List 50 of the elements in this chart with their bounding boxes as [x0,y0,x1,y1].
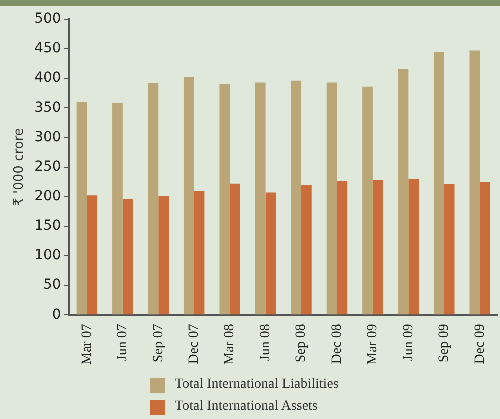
bar [148,83,159,315]
bar [230,184,240,315]
bar [398,69,409,315]
bar [220,84,230,315]
x-tick-label: Jun 08 [258,324,274,362]
bar [444,184,455,315]
bar [184,77,194,315]
bar [291,80,302,315]
legend-label: Total International Liabilities [175,377,339,393]
x-tick-label: Dec 08 [330,324,345,364]
bar [480,182,490,315]
bar [87,196,98,315]
x-tick-label: Jun 07 [116,324,131,362]
y-tick-label: 300 [34,129,62,146]
x-tick-label: Mar 07 [80,324,95,366]
bar [112,103,123,315]
y-tick-label: 50 [43,277,62,294]
bar [408,179,420,315]
y-tick-label: 150 [34,218,62,234]
bar [326,82,338,315]
x-tick-label: Dec 07 [187,324,202,364]
y-tick-label: 450 [34,40,62,57]
y-tick-label: 200 [34,188,62,205]
y-tick-label: 250 [34,158,62,175]
legend-label: Total International Assets [175,399,318,415]
y-tick-label: 500 [34,11,62,28]
bar [470,50,480,315]
x-tick-label: Sep 09 [437,324,452,363]
bar [158,196,169,315]
y-axis-title: ₹ '000 crore [12,128,28,206]
y-tick-label: 100 [34,248,62,264]
y-tick-label: 400 [34,70,62,86]
bar [337,181,348,315]
x-tick-label: Mar 09 [366,324,381,366]
y-tick-label: 350 [34,100,62,116]
bar [76,102,88,315]
x-tick-label: Mar 08 [222,324,238,366]
x-tick-label: Sep 08 [294,324,310,363]
x-tick-label: Sep 07 [151,324,166,363]
bar [372,180,384,315]
bar [122,199,134,315]
x-tick-label: Jun 09 [401,324,416,362]
bar [255,82,266,315]
bar [434,52,444,315]
bar [266,192,276,315]
bar [302,185,312,315]
y-tick-label: 0 [52,306,62,323]
bar [194,192,205,315]
x-tick-label: Dec 09 [472,324,488,364]
bar [362,86,373,315]
